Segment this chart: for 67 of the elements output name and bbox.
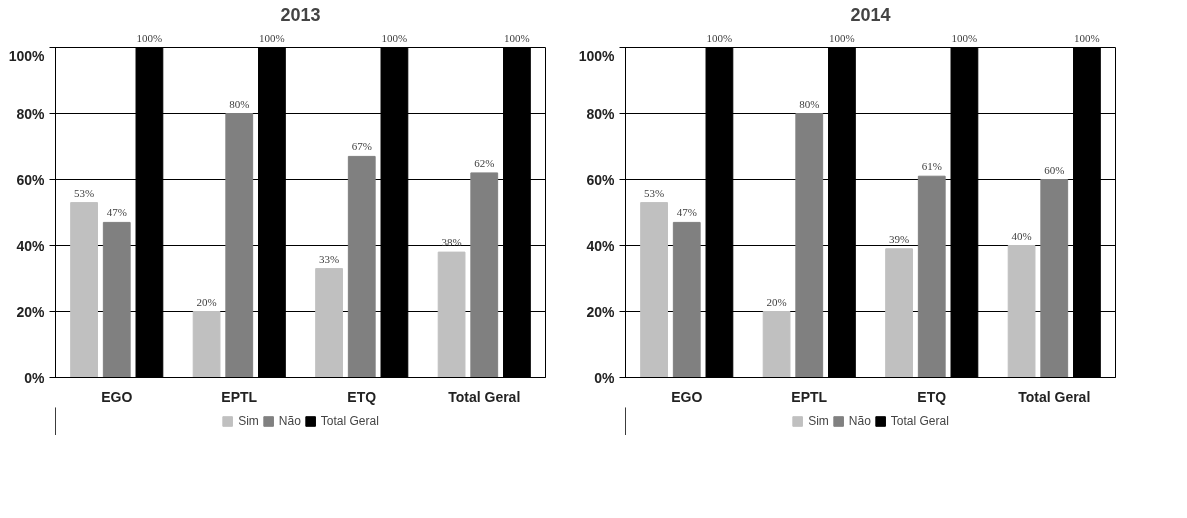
data-label: 33% (319, 252, 340, 265)
data-label: 53% (74, 186, 95, 199)
chart-title: 2013 (280, 4, 321, 25)
legend-label: Sim (808, 414, 829, 428)
data-label: 61% (921, 160, 942, 173)
x-tick-label: ETQ (347, 388, 377, 405)
bar (315, 268, 343, 378)
data-label: 80% (799, 97, 820, 110)
data-label: 60% (1044, 163, 1065, 176)
bar (1040, 179, 1069, 378)
bar (640, 202, 668, 378)
legend-label: Total Geral (890, 414, 949, 428)
y-tick-label: 20% (586, 303, 616, 320)
data-label: 39% (889, 232, 910, 245)
data-label: 100% (136, 31, 163, 44)
x-tick-label: ETQ (917, 388, 947, 405)
bar (885, 248, 913, 378)
bar (917, 175, 946, 378)
y-tick-label: 0% (24, 369, 46, 386)
data-label: 100% (504, 31, 530, 44)
data-label: 53% (644, 186, 665, 199)
y-tick-label: 40% (16, 237, 46, 254)
bar (192, 311, 221, 378)
legend-label: Total Geral (320, 414, 379, 428)
y-tick-label: 0% (594, 369, 616, 386)
x-tick-label: Total Geral (1018, 388, 1091, 405)
data-label: 100% (259, 31, 285, 44)
data-label: 67% (351, 140, 372, 153)
bar (762, 311, 791, 378)
legend-label: Não (848, 414, 871, 428)
y-tick-label: 60% (16, 171, 46, 188)
y-tick-label: 80% (586, 105, 616, 122)
chart-title: 2014 (850, 4, 891, 25)
bar (672, 221, 701, 378)
data-label: 47% (676, 206, 697, 219)
data-label: 62% (474, 156, 495, 169)
data-label: 100% (951, 31, 978, 44)
data-label: 20% (196, 295, 217, 308)
data-label: 40% (1011, 229, 1032, 242)
y-tick-label: 40% (586, 237, 616, 254)
bar (347, 155, 376, 378)
data-label: 80% (229, 97, 250, 110)
legend-label: Não (278, 414, 301, 428)
data-label: 100% (1074, 31, 1100, 44)
bar (70, 202, 98, 378)
y-tick-label: 80% (16, 105, 46, 122)
data-label: 20% (766, 295, 787, 308)
data-label: 47% (106, 206, 127, 219)
bar (437, 251, 466, 378)
data-label: 100% (381, 31, 408, 44)
bar (795, 113, 824, 378)
y-tick-label: 60% (586, 171, 616, 188)
bar (470, 172, 499, 378)
data-label: 100% (706, 31, 733, 44)
y-tick-label: 20% (16, 303, 46, 320)
bar (102, 221, 131, 378)
legend-label: Sim (238, 414, 259, 428)
bar (1007, 245, 1036, 378)
bar (225, 113, 254, 378)
x-tick-label: EPTL (791, 388, 828, 405)
y-tick-label: 100% (578, 47, 616, 64)
x-tick-label: Total Geral (448, 388, 521, 405)
y-tick-label: 100% (8, 47, 46, 64)
x-tick-label: EGO (671, 388, 703, 405)
data-label: 100% (829, 31, 855, 44)
x-tick-label: EGO (101, 388, 133, 405)
x-tick-label: EPTL (221, 388, 258, 405)
